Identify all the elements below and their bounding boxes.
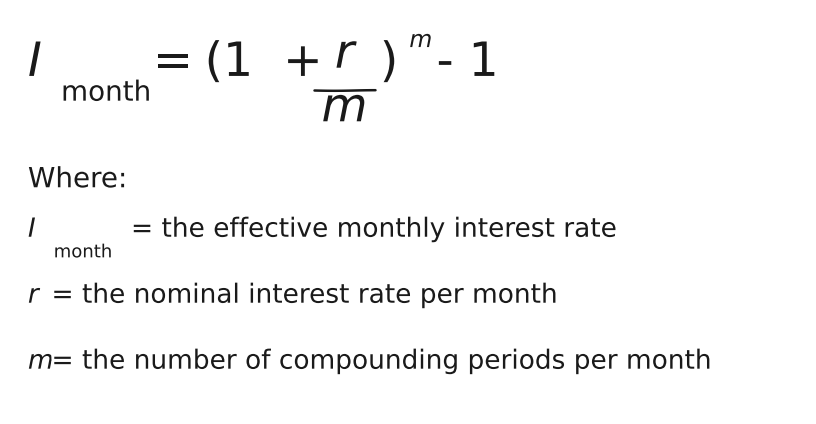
Text: = the number of compounding periods per month: = the number of compounding periods per … (51, 349, 712, 375)
Text: (1  +: (1 + (205, 41, 323, 86)
Text: r: r (335, 33, 354, 78)
Text: = the effective monthly interest rate: = the effective monthly interest rate (131, 217, 618, 243)
Text: r: r (28, 283, 39, 309)
Text: m: m (322, 86, 367, 131)
Text: Where:: Where: (28, 165, 127, 193)
Text: m: m (410, 28, 432, 52)
Text: ): ) (380, 41, 398, 86)
Text: I: I (28, 41, 42, 86)
Text: = the nominal interest rate per month: = the nominal interest rate per month (51, 283, 558, 309)
Text: - 1: - 1 (437, 41, 499, 86)
Text: m: m (28, 349, 54, 375)
Text: =: = (153, 41, 193, 86)
Text: month: month (61, 79, 151, 107)
Text: I: I (28, 217, 36, 243)
Text: month: month (54, 243, 112, 261)
